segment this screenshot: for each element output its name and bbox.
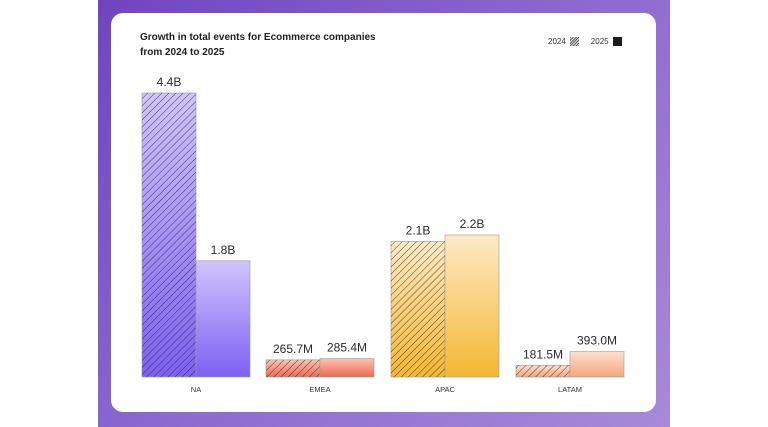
bar-emea-2025: [319, 358, 375, 378]
legend-label-2024: 2024: [548, 37, 566, 46]
bar-hatch-apac-2024: [391, 241, 445, 377]
data-label: 2.2B: [460, 217, 485, 231]
category-label: EMEA: [309, 385, 330, 394]
data-label: 181.5M: [523, 347, 563, 361]
bar-latam-2025: [569, 351, 625, 378]
category-label: NA: [191, 385, 201, 394]
category-label: APAC: [435, 385, 455, 394]
data-label: 4.4B: [157, 75, 182, 89]
bar-hatch-emea-2024: [266, 359, 320, 377]
data-label: 265.7M: [273, 342, 313, 356]
legend-swatch-solid: [612, 37, 622, 46]
bar-na-2025: [195, 260, 251, 378]
legend: 2024 2025: [548, 37, 622, 46]
legend-label-2025: 2025: [590, 37, 609, 46]
chart-title: Growth in total events for Ecommerce com…: [140, 32, 376, 58]
data-label: 1.8B: [211, 243, 236, 257]
data-label: 393.0M: [577, 334, 617, 348]
legend-swatch-hatched: [569, 37, 579, 46]
data-label: 285.4M: [327, 341, 367, 355]
bar-apac-2025: [444, 234, 500, 378]
data-label: 2.1B: [406, 223, 431, 237]
bar-hatch-na-2024: [142, 93, 196, 377]
category-label: LATAM: [558, 385, 582, 394]
bar-hatch-latam-2024: [516, 365, 570, 377]
